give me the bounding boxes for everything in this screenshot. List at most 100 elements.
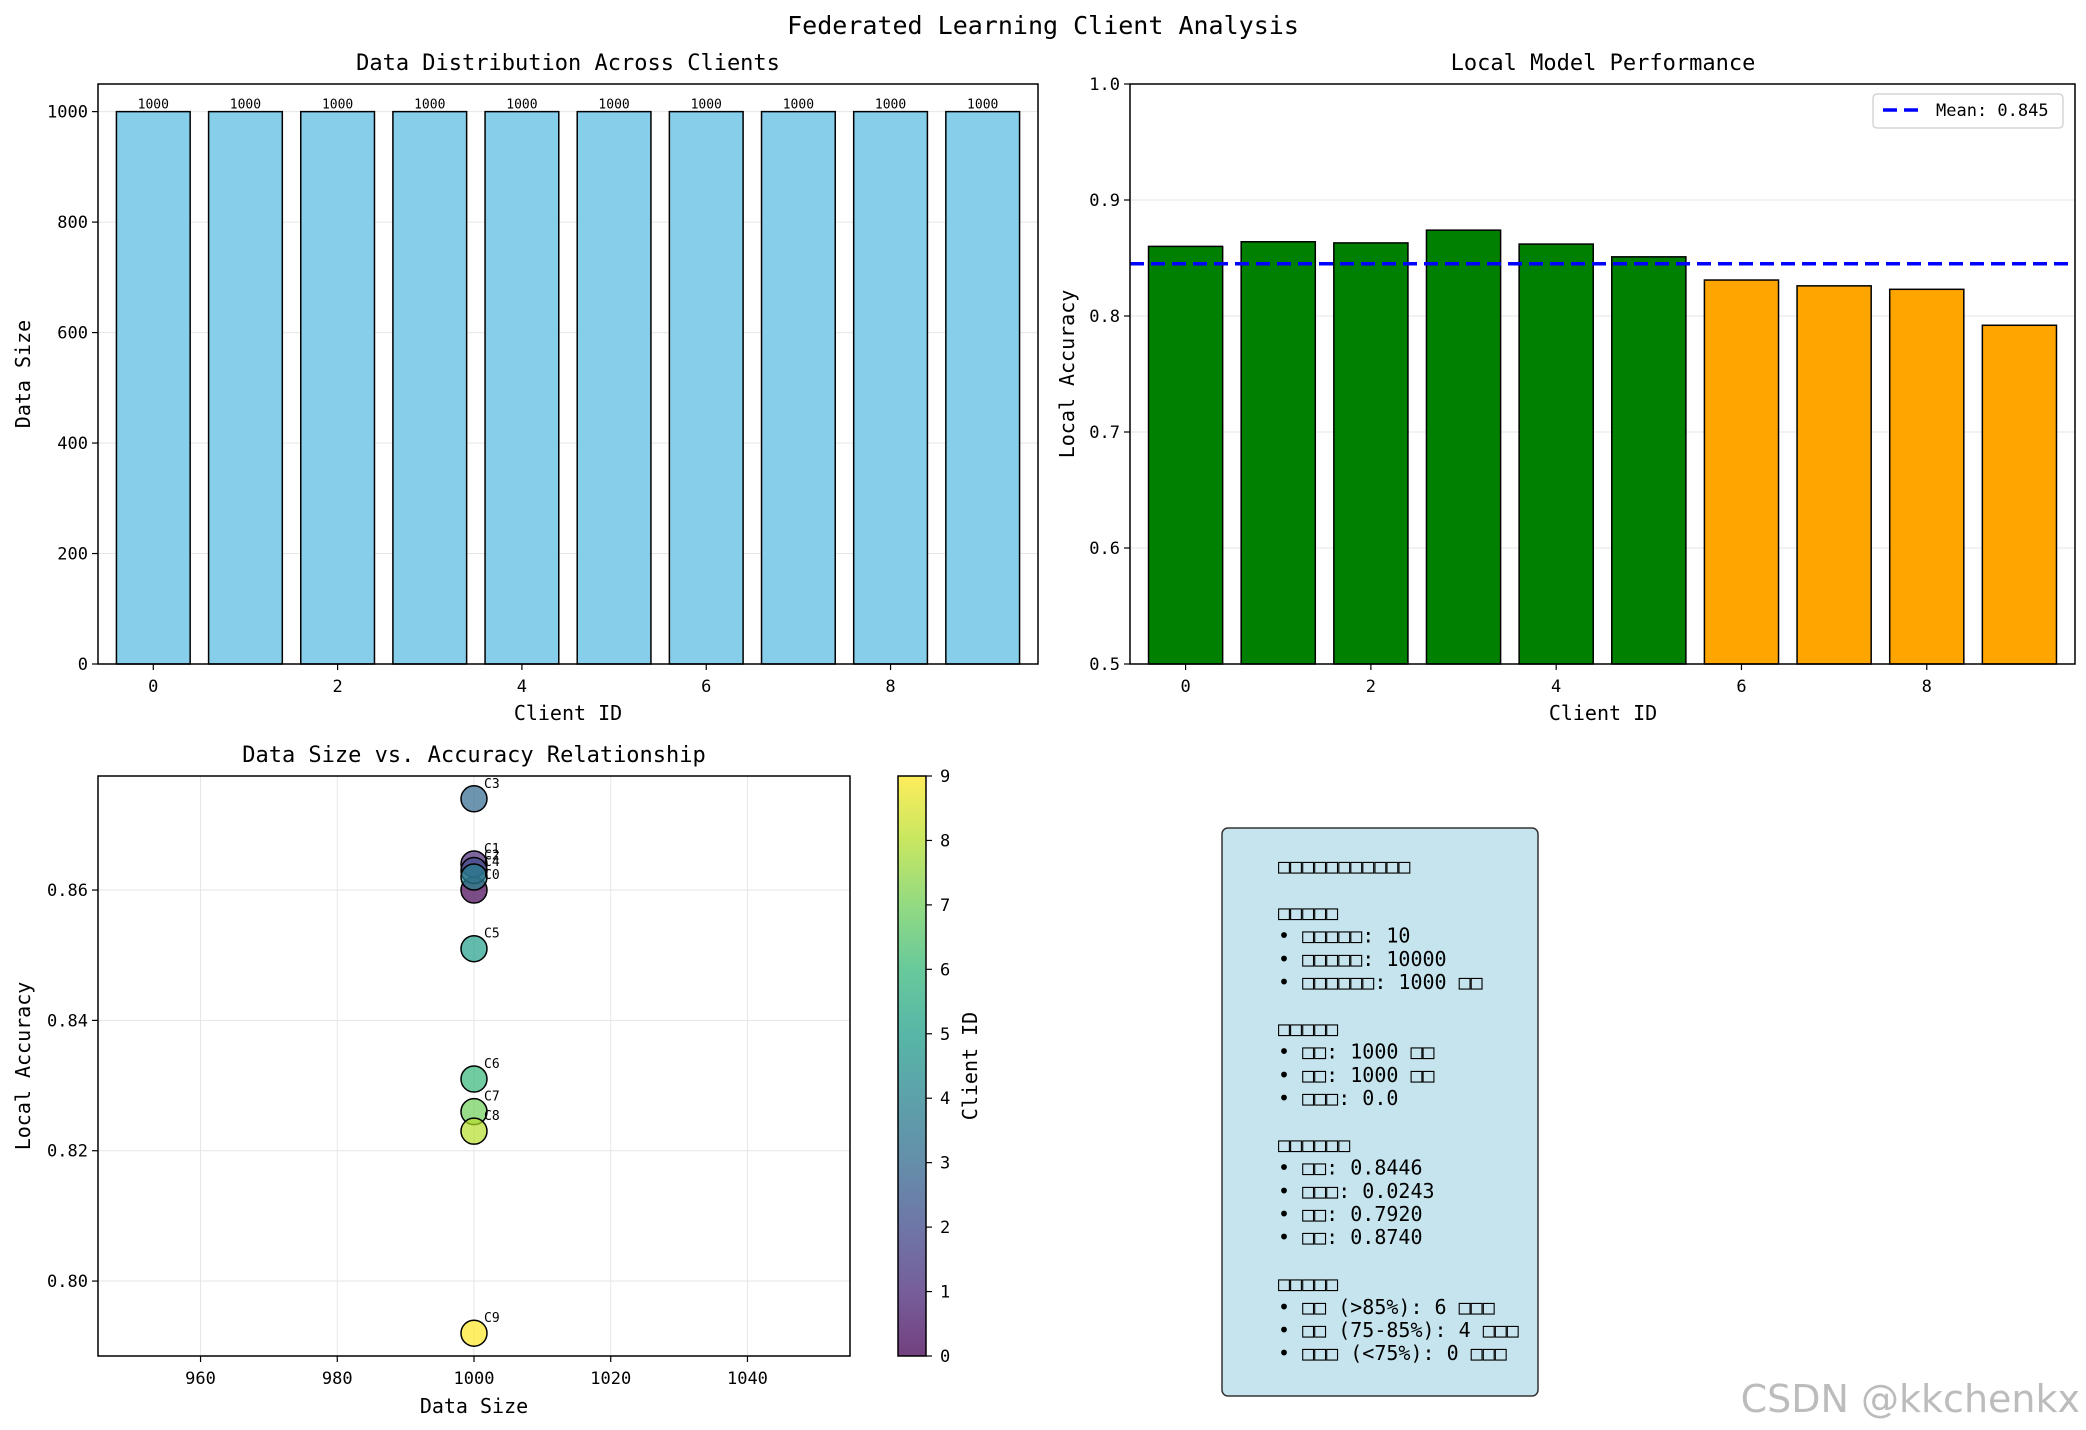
scatter-point	[460, 785, 488, 813]
y-tick-label: 200	[57, 545, 88, 565]
colorbar-tick-label: 0	[940, 1347, 950, 1367]
accuracy-bar	[1981, 324, 2058, 665]
scatter-point	[460, 934, 488, 963]
colorbar-tick-label: 8	[940, 831, 950, 851]
point-label: C7	[484, 1090, 500, 1105]
summary-line: □□□□□	[1278, 900, 1338, 924]
colorbar-tick-label: 4	[940, 1089, 950, 1109]
panel3-xlabel: Data Size	[420, 1394, 528, 1418]
accuracy-bar	[1147, 245, 1224, 665]
y-tick-label: 0.8	[1089, 307, 1120, 327]
colorbar-ticks: 0 1 2 3 4 5 6 7 8 9	[926, 767, 950, 1367]
point-label: C9	[484, 1311, 500, 1326]
x-tick-label: 4	[1551, 677, 1561, 697]
summary-line: • □□□□□□: 1000 □□	[1278, 970, 1483, 994]
point-label: C2	[484, 848, 500, 863]
accuracy-bar	[1425, 229, 1502, 665]
x-tick-label: 8	[885, 677, 895, 697]
panel2-legend: Mean: 0.845	[1872, 93, 2064, 129]
accuracy-bar	[1611, 256, 1687, 665]
summary-line: □□□□□□	[1278, 1132, 1350, 1156]
scatter-point	[460, 1319, 488, 1347]
summary-line: • □□ (>85%): 6 □□□	[1278, 1295, 1495, 1319]
summary-line: • □□□: 0.0	[1278, 1086, 1398, 1110]
data-bar	[207, 110, 284, 665]
x-tick-label: 2	[1366, 677, 1376, 697]
point-label: C8	[484, 1109, 500, 1124]
point-label: C6	[484, 1057, 500, 1072]
summary-line: □□□□□	[1278, 1016, 1338, 1040]
bar-value-label: 1000	[691, 98, 722, 113]
x-tick-label: 8	[1922, 677, 1932, 697]
colorbar-tick-label: 1	[940, 1283, 950, 1303]
panel2-xlabel: Client ID	[1549, 701, 1657, 725]
figure-title: Federated Learning Client Analysis	[787, 11, 1299, 40]
x-tick-label: 1040	[727, 1369, 768, 1389]
x-tick-label: 1000	[454, 1369, 495, 1389]
summary-line: • □□: 0.7920	[1278, 1202, 1423, 1226]
summary-text: □□□□□□□□□□□ □□□□□ • □□□□□: 10 • □□□□□: 1000…	[1278, 854, 1519, 1365]
bar-value-label: 1000	[414, 98, 445, 113]
watermark: CSDN @kkchenkx	[1741, 1377, 2080, 1421]
bar-value-label: 1000	[875, 98, 906, 113]
summary-line: • □□: 0.8446	[1278, 1156, 1423, 1180]
panel1-title: Data Distribution Across Clients	[356, 51, 780, 76]
summary-line: □□□□□	[1278, 1272, 1338, 1296]
colorbar-label: Client ID	[958, 1012, 982, 1120]
panel-local-performance: Local Model Performance 0.5 0.6 0.7 0.8 0.9 1…	[1055, 51, 2076, 725]
scatter-point	[460, 863, 488, 891]
bar-value-label: 1000	[506, 98, 537, 113]
summary-box: □□□□□□□□□□□ □□□□□ • □□□□□: 10 • □□□□□: 1000…	[1221, 827, 1539, 1397]
colorbar-tick-label: 5	[940, 1025, 950, 1045]
point-label: C5	[484, 927, 500, 942]
legend-frame	[1872, 93, 2064, 129]
point-label: C0	[484, 868, 500, 883]
panel2-ticks: 0.5 0.6 0.7 0.8 0.9 1.0 0 2 4 6 8	[1089, 75, 1932, 697]
panel3-ticks: 960 980 1000 1020 1040 0.80 0.82 0.84 0.86	[47, 881, 768, 1389]
x-tick-label: 6	[1736, 677, 1746, 697]
panel2-title: Local Model Performance	[1451, 51, 1756, 76]
x-tick-label: 980	[322, 1369, 353, 1389]
summary-line: □□□□□□□□□□□	[1278, 854, 1410, 878]
y-tick-label: 600	[57, 324, 88, 344]
data-bar	[945, 110, 1021, 665]
scatter-point	[460, 1065, 488, 1093]
accuracy-bar	[1703, 279, 1780, 665]
colorbar-tick-label: 6	[940, 960, 950, 980]
bar-value-label: 1000	[230, 98, 261, 113]
bar-value-label: 1000	[783, 98, 814, 113]
y-tick-label: 400	[57, 434, 88, 454]
bar-value-label: 1000	[598, 98, 629, 113]
colorbar	[897, 775, 927, 1357]
panel1-bars: 1000 1000 1000 1000 1000 1000 1000 1000 1000 1000	[115, 98, 1021, 665]
x-tick-label: 960	[185, 1369, 216, 1389]
point-label: C1	[484, 842, 500, 857]
y-tick-label: 0.5	[1089, 655, 1120, 675]
y-tick-label: 0.9	[1089, 191, 1120, 211]
y-tick-label: 0.82	[47, 1142, 88, 1162]
accuracy-bar	[1518, 243, 1594, 665]
y-tick-label: 0.6	[1089, 539, 1120, 559]
summary-box-frame	[1221, 827, 1539, 1397]
accuracy-bar	[1888, 288, 1965, 665]
x-tick-label: 1020	[590, 1369, 631, 1389]
summary-line: • □□: 1000 □□	[1278, 1063, 1435, 1087]
summary-line: • □□□: 0.0243	[1278, 1179, 1435, 1203]
summary-line: • □□: 1000 □□	[1278, 1040, 1435, 1064]
colorbar-tick-label: 3	[940, 1154, 950, 1174]
y-tick-label: 800	[57, 213, 88, 233]
colorbar-tick-label: 7	[940, 896, 950, 916]
panel1-ticks: 0 200 400 600 800 1000 0 2 4 6 8	[47, 103, 896, 697]
data-bar	[392, 110, 468, 665]
accuracy-bar	[1796, 285, 1872, 665]
panel-size-vs-accuracy: Data Size vs. Accuracy Relationship C0 C1…	[11, 743, 982, 1418]
point-label: C3	[484, 777, 500, 792]
y-tick-label: 1000	[47, 103, 88, 123]
data-bar	[668, 110, 744, 665]
panel1-ylabel: Data Size	[11, 320, 35, 428]
data-bar	[760, 110, 837, 665]
x-tick-label: 2	[332, 677, 342, 697]
summary-line: • □□ (75-85%): 4 □□□	[1278, 1318, 1519, 1342]
